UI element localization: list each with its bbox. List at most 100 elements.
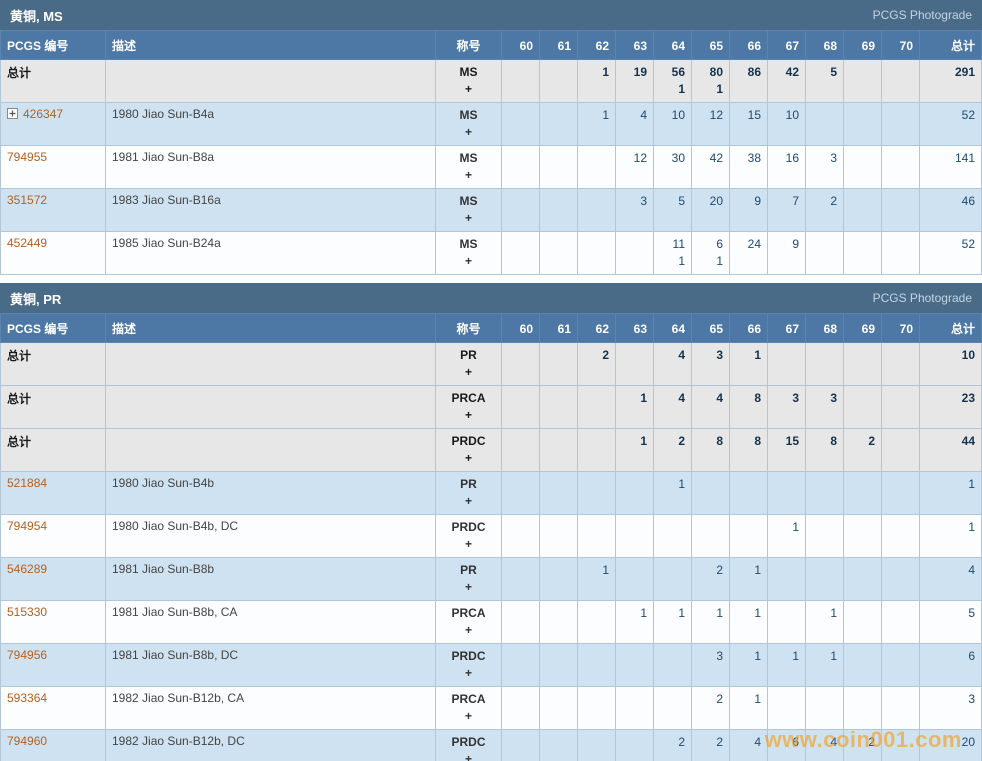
grade-count: [850, 648, 875, 665]
pcgs-number-link[interactable]: 515330: [7, 605, 48, 619]
pcgs-number-link[interactable]: 794955: [7, 150, 48, 164]
grade-plus-count: [850, 665, 875, 682]
grade-plus-count: [622, 124, 647, 141]
grade-count-cell: [501, 729, 540, 761]
pcgs-number-link[interactable]: 351572: [7, 193, 48, 207]
grade-plus-count: [736, 622, 761, 639]
designation-cell: MS +: [435, 188, 502, 232]
row-total-value: 291: [954, 65, 975, 79]
grade-count-cell: [501, 471, 540, 515]
description-cell: 1981 Jiao Sun-B8b, DC: [105, 643, 436, 687]
grade-count: [888, 347, 913, 364]
grade-count: 1: [754, 649, 761, 663]
grade-count: 1: [602, 108, 609, 122]
grade-plus-count: [546, 579, 571, 596]
grade-count-cell: 1: [805, 643, 844, 687]
grade-count-cell: 4: [653, 385, 692, 429]
coin-description: 1981 Jiao Sun-B8b: [112, 562, 215, 576]
photograde-link[interactable]: PCGS Photograde: [872, 291, 972, 305]
grade-count-cell: 3: [805, 145, 844, 189]
description-cell: [105, 59, 436, 103]
grade-count: [888, 193, 913, 210]
description-cell: 1980 Jiao Sun-B4b, DC: [105, 514, 436, 558]
designation-cell: PR +: [435, 557, 502, 601]
grade-count-cell: 8: [729, 385, 768, 429]
grade-count-cell: [615, 342, 654, 386]
grade-count-cell: 4: [805, 729, 844, 761]
grade-count: [888, 390, 913, 407]
grade-count: [888, 734, 913, 751]
row-total-label: 总计: [7, 392, 32, 406]
grade-count-cell: 30: [653, 145, 692, 189]
column-header-grade-64: 64: [653, 30, 692, 60]
grade-count-cell: 1: [615, 428, 654, 472]
grade-count-cell: 2: [843, 428, 882, 472]
grade-plus-count: [584, 81, 609, 98]
grade-count: [508, 476, 533, 493]
row-total-label: 总计: [7, 66, 32, 80]
grade-count-cell: 2: [653, 729, 692, 761]
grade-count: 2: [602, 348, 609, 362]
pcgs-number-link[interactable]: 794954: [7, 519, 48, 533]
pcgs-number-link[interactable]: 794956: [7, 648, 48, 662]
grade-count-cell: [881, 471, 920, 515]
pcgs-number-cell: 总计: [0, 59, 106, 103]
table-row: 794960 1982 Jiao Sun-B12b, DC PRDC +2 2 4 6 4 2 2…: [0, 729, 982, 761]
grade-count: [888, 605, 913, 622]
grade-count: 1: [754, 692, 761, 706]
pcgs-number-link[interactable]: 426347: [23, 107, 64, 121]
expand-row-icon[interactable]: [7, 108, 18, 119]
grade-plus-count: [812, 210, 837, 227]
grade-count: [584, 648, 609, 665]
grade-count-cell: 12: [691, 102, 730, 146]
grade-count: [622, 236, 647, 253]
grade-plus-count: [774, 665, 799, 682]
grade-plus-count: [546, 665, 571, 682]
designation-grade: PRCA: [451, 391, 486, 405]
grade-count: [622, 347, 647, 364]
grade-count-cell: 7: [767, 188, 806, 232]
grade-count: 2: [868, 434, 875, 448]
grade-count-cell: [577, 188, 616, 232]
grade-plus-count: [660, 124, 685, 141]
row-total-value: 6: [968, 649, 975, 663]
description-cell: [105, 342, 436, 386]
grade-count-cell: [577, 514, 616, 558]
pcgs-number-link[interactable]: 452449: [7, 236, 48, 250]
pcgs-number-link[interactable]: 794960: [7, 734, 48, 748]
grade-count: [546, 691, 571, 708]
pcgs-number-link[interactable]: 521884: [7, 476, 48, 490]
grade-plus-count: [774, 124, 799, 141]
pcgs-number-link[interactable]: 546289: [7, 562, 48, 576]
grade-plus-count: [736, 407, 761, 424]
table-row: 452449 1985 Jiao Sun-B24a MS +11 1 6 1 24 9 52: [0, 231, 982, 275]
column-header-grade-69: 69: [843, 313, 882, 343]
grade-plus-count: [622, 210, 647, 227]
grade-plus-count: [812, 407, 837, 424]
grade-count-cell: [881, 188, 920, 232]
grade-count: [774, 476, 799, 493]
grade-count: [508, 433, 533, 450]
grade-count: [850, 236, 875, 253]
photograde-link[interactable]: PCGS Photograde: [872, 8, 972, 22]
designation-grade: PRDC: [451, 735, 486, 749]
grade-count-cell: [615, 686, 654, 730]
grade-count: [622, 648, 647, 665]
grade-count: 5: [678, 194, 685, 208]
pcgs-number-link[interactable]: 593364: [7, 691, 48, 705]
grade-plus-count: [698, 622, 723, 639]
grade-plus-count: [812, 536, 837, 553]
grade-count: [508, 691, 533, 708]
grade-count-cell: 12: [615, 145, 654, 189]
grade-count-cell: [805, 557, 844, 601]
row-total-cell: 52: [919, 102, 982, 146]
grade-count: [774, 347, 799, 364]
table-row: 794956 1981 Jiao Sun-B8b, DC PRDC +3 1 1 1 6: [0, 643, 982, 687]
grade-count-cell: [843, 600, 882, 644]
grade-plus-count: [774, 622, 799, 639]
grade-plus-count: [546, 253, 571, 270]
grade-count: 42: [709, 151, 723, 165]
grade-count: [660, 519, 685, 536]
designation-grade: PRDC: [451, 649, 486, 663]
designation-cell: MS +: [435, 59, 502, 103]
